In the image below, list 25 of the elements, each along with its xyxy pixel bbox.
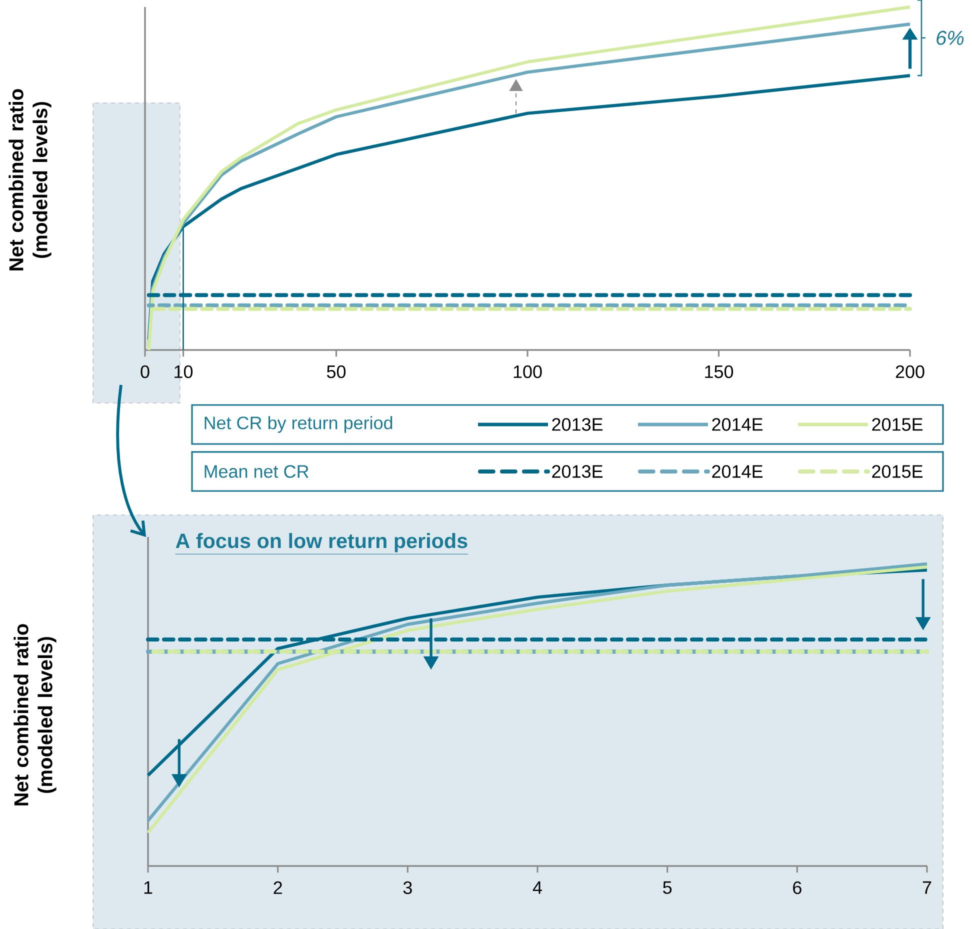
x-tick-label: 4 [532, 881, 542, 894]
x-tick-label: 1 [144, 881, 152, 894]
x-tick-label: 150 [705, 365, 734, 378]
x-tick-label: 5 [663, 881, 672, 894]
x-tick-label: 0 [140, 365, 150, 378]
x-tick-label: 50 [326, 365, 346, 378]
legend-label: 2014E [712, 418, 763, 431]
x-tick-label: 100 [514, 365, 542, 378]
x-tick-label: 10 [174, 365, 193, 378]
text: Mean net CR [204, 465, 308, 478]
x-tick-label: 6 [793, 881, 802, 894]
x-tick-label: 3 [403, 881, 412, 894]
legend-label: 2014E [712, 465, 763, 478]
text: 6% [936, 30, 964, 45]
legend-label: 2015E [872, 465, 923, 478]
x-tick-label: 7 [922, 881, 932, 894]
legend-label: 2013E [552, 465, 603, 478]
y-axis-title: Net combined ratio (modeled levels) [8, 89, 52, 270]
chart-title: A focus on low return periods [176, 533, 468, 552]
y-axis-title: Net combined ratio (modeled levels) [14, 624, 56, 806]
text: Net CR by return period [204, 416, 392, 433]
legend-label: 2015E [872, 418, 923, 431]
x-tick-label: 200 [896, 365, 924, 378]
legend-label: 2013E [552, 418, 603, 431]
x-tick-label: 2 [274, 881, 282, 894]
